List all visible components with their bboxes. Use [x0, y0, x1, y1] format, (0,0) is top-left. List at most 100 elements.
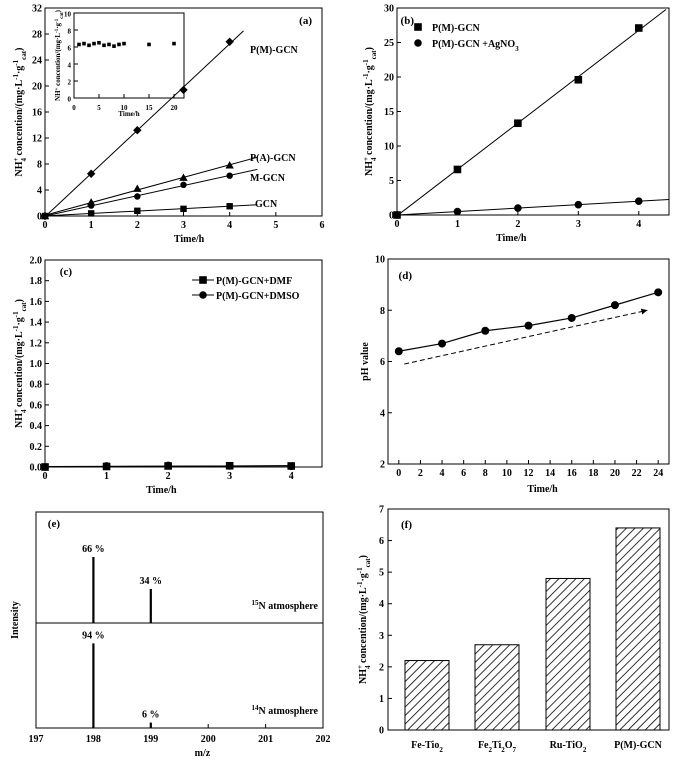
x-tick-label: 8: [483, 468, 488, 479]
y-tick-label: 0.8: [30, 380, 43, 391]
y-tick-label: 4: [68, 62, 72, 70]
y-tick-label: 4: [380, 408, 385, 419]
panel-e: 197 198 199 200 201 202 (e) Intensity m/z 66 % 34 …: [10, 511, 331, 759]
x-tick-label: 16: [567, 468, 577, 479]
peak-label: 6 %: [142, 710, 160, 721]
series-line-1: [396, 198, 670, 216]
data-point: [610, 301, 619, 310]
data-point: [180, 181, 187, 188]
x-tick-label: 22: [632, 468, 642, 479]
data-point: [133, 184, 142, 192]
x-tick-label: 20: [610, 468, 620, 479]
y-tick-label: 15: [384, 107, 394, 118]
x-tick-label: 0: [395, 219, 400, 230]
sub-panel-label: 15N atmosphere: [251, 599, 318, 612]
y-axis-label: pH value: [360, 342, 371, 381]
data-point: [574, 200, 583, 209]
data-point: [226, 203, 233, 210]
inset-data-point: [102, 43, 106, 48]
y-tick-label: 8: [68, 28, 72, 36]
category-label: P(M)-GCN: [614, 740, 663, 751]
data-point: [287, 462, 296, 470]
x-tick-label: 4: [289, 471, 294, 482]
inset-data-point: [82, 41, 86, 46]
data-point: [133, 126, 142, 135]
y-tick-label: 7: [379, 505, 384, 516]
y-tick-label: 2: [68, 79, 72, 87]
data-point: [481, 326, 490, 335]
series-line-1: [44, 156, 258, 216]
x-tick-label: 202: [316, 734, 331, 745]
y-tick-label: 20: [384, 73, 394, 84]
x-tick-label: 1: [455, 219, 460, 230]
y-tick-label: 10: [64, 11, 72, 19]
x-tick-label: 6: [320, 220, 325, 231]
data-point: [102, 462, 111, 470]
y-tick-label: 25: [384, 38, 394, 49]
data-point: [225, 462, 234, 470]
data-point: [514, 119, 522, 128]
inset-data-point: [92, 41, 96, 46]
x-tick-label: 24: [653, 468, 663, 479]
y-tick-label: 6: [379, 536, 384, 547]
y-tick-label: 1.6: [30, 297, 43, 308]
x-tick-label: 200: [201, 734, 216, 745]
y-tick-label: 2.0: [30, 256, 43, 267]
panel-label: (e): [48, 518, 61, 530]
y-tick-label: 5: [389, 176, 394, 187]
data-point: [225, 161, 234, 169]
x-tick-label: 6: [461, 468, 466, 479]
legend-label: P(M)-GCN +AgNO3: [432, 39, 519, 53]
y-tick-label: 10: [384, 142, 394, 153]
inset-data-point: [87, 43, 91, 48]
inset-data-point: [117, 42, 121, 47]
data-point: [225, 37, 234, 46]
y-tick-label: 0: [389, 211, 394, 222]
y-axis-label: Intensity: [10, 601, 21, 639]
legend-label: P(M)-GCN+DMSO: [216, 291, 300, 302]
y-tick-label: 20: [32, 82, 42, 93]
category-label: Fe-Tio2: [411, 740, 443, 754]
bar: [615, 527, 661, 731]
y-tick-label: 12: [32, 134, 42, 145]
y-tick-label: 0.6: [30, 400, 43, 411]
series-line-0: [396, 9, 667, 217]
y-tick-label: 8: [380, 306, 385, 317]
legend-label: P(M)-GCN+DMF: [216, 276, 292, 287]
legend-marker: [414, 23, 422, 31]
data-point: [574, 75, 583, 84]
y-tick-label: 8: [37, 160, 42, 171]
bar: [474, 644, 520, 731]
y-tick-label: 1: [379, 694, 384, 705]
y-tick-label: 5: [379, 568, 384, 579]
data-point: [41, 212, 49, 220]
y-tick-label: 4: [379, 599, 384, 610]
x-tick-label: 0: [72, 104, 76, 112]
peak-label: 34 %: [140, 576, 163, 587]
peak-label: 66 %: [82, 544, 105, 555]
y-tick-label: 2: [379, 662, 384, 673]
y-tick-label: 1.8: [30, 276, 43, 287]
inset-data-point: [147, 42, 151, 47]
data-point: [567, 313, 576, 322]
series-label: P(A)-GCN: [250, 153, 296, 164]
x-tick-label: 3: [227, 471, 232, 482]
x-tick-label: 14: [545, 468, 555, 479]
x-tick-label: 12: [524, 468, 534, 479]
x-tick-label: 197: [29, 734, 44, 745]
x-tick-label: 1: [104, 471, 109, 482]
y-tick-label: 6: [68, 45, 72, 53]
plot-frame: [387, 508, 670, 731]
y-tick-label: 0: [68, 96, 72, 104]
y-tick-label: 4: [37, 186, 42, 197]
trend-arrow: [404, 308, 648, 365]
x-tick-label: 0: [43, 471, 48, 482]
x-axis-label: Time/h: [146, 485, 177, 496]
series-line-0: [44, 30, 244, 218]
x-tick-label: 3: [181, 220, 186, 231]
panel-label: (d): [399, 270, 413, 282]
data-point: [394, 347, 403, 356]
y-tick-label: 1.2: [30, 338, 43, 349]
x-tick-label: 10: [502, 468, 512, 479]
